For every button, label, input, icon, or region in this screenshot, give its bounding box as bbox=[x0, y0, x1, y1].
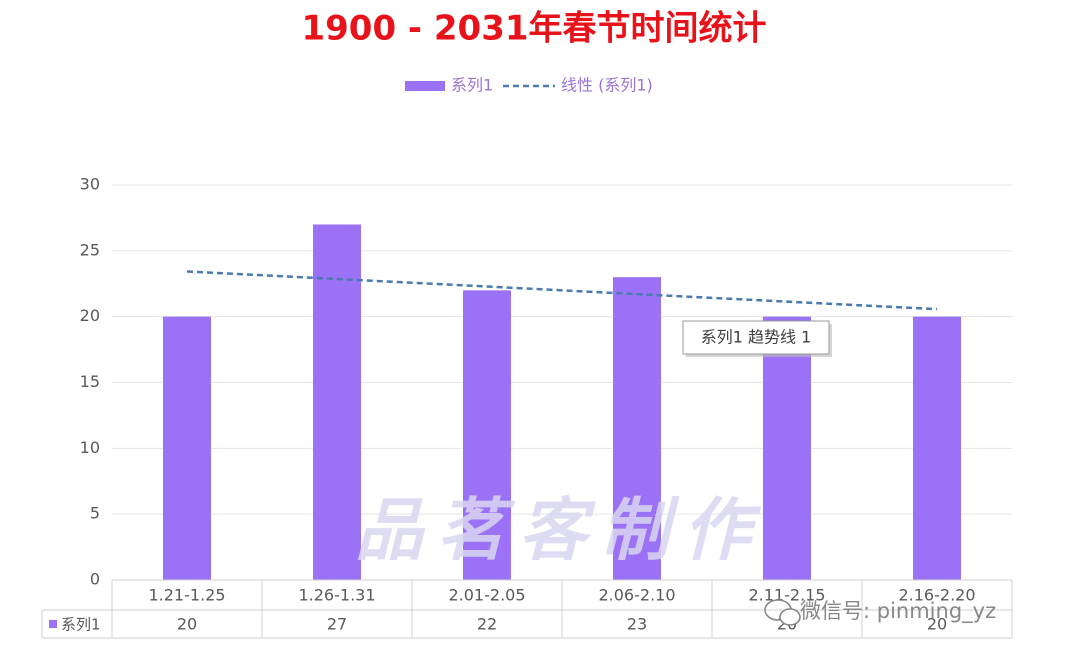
data-table: 1.21-1.25 1.26-1.31 2.01-2.05 2.06-2.10 2.11… bbox=[41, 579, 1013, 639]
bar bbox=[313, 224, 361, 580]
y-tick-label: 15 bbox=[80, 372, 100, 391]
table-value: 20 bbox=[177, 615, 197, 634]
chart-title: 1900 - 2031年春节时间统计 bbox=[301, 9, 766, 49]
table-series-name: 系列1 bbox=[61, 616, 101, 634]
overlay-text: 微信号: pinming_yz bbox=[800, 599, 996, 624]
marks bbox=[163, 224, 961, 580]
x-tick-label: 2.16-2.20 bbox=[898, 586, 975, 605]
table-legend-key bbox=[49, 620, 57, 628]
bar bbox=[163, 316, 211, 580]
tooltip-box bbox=[682, 320, 830, 355]
y-tick-label: 0 bbox=[90, 570, 100, 589]
x-tick-label: 2.01-2.05 bbox=[448, 586, 525, 605]
tooltip-text: 系列1 趋势线 1 bbox=[701, 328, 812, 347]
y-tick-label: 25 bbox=[80, 240, 100, 259]
bar bbox=[763, 316, 811, 580]
y-tick-label: 20 bbox=[80, 306, 100, 325]
bar bbox=[913, 316, 961, 580]
bar bbox=[463, 290, 511, 580]
watermark: 品茗客制作 bbox=[355, 492, 765, 571]
table-value: 22 bbox=[477, 615, 497, 634]
y-tick-label: 5 bbox=[90, 504, 100, 523]
table-value: 23 bbox=[627, 615, 647, 634]
x-tick-label: 1.26-1.31 bbox=[298, 586, 375, 605]
y-tick-label: 30 bbox=[80, 175, 100, 194]
wechat-icon bbox=[779, 608, 801, 626]
grid: 0 5 10 15 20 25 30 bbox=[80, 175, 1012, 589]
legend-swatch bbox=[405, 81, 445, 91]
bar bbox=[613, 277, 661, 580]
legend-label: 线性 (系列1) bbox=[561, 76, 653, 95]
wechat-overlay: 微信号: pinming_yz bbox=[764, 599, 996, 626]
table-value: 27 bbox=[327, 615, 347, 634]
x-tick-label: 1.21-1.25 bbox=[148, 586, 225, 605]
x-tick-label: 2.06-2.10 bbox=[598, 586, 675, 605]
x-tick-label: 2.11-2.15 bbox=[748, 586, 825, 605]
tooltip: 系列1 趋势线 1 bbox=[682, 320, 832, 357]
table-value: 20 bbox=[927, 615, 947, 634]
trendline bbox=[186, 270, 938, 311]
legend-label: 系列1 bbox=[451, 76, 493, 95]
y-tick-label: 10 bbox=[80, 438, 100, 457]
